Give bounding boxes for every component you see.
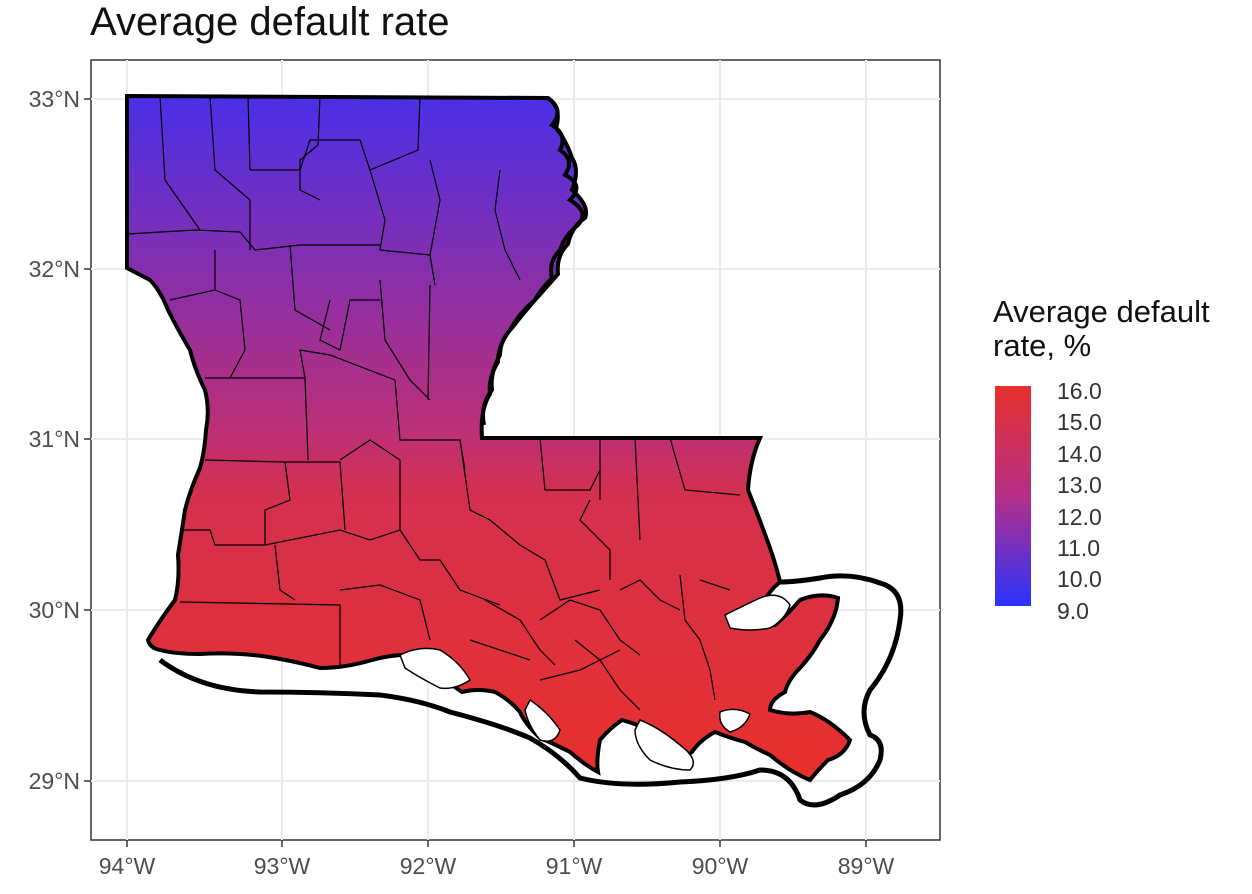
y-tick-label: 30°N (29, 597, 80, 623)
legend-title-line1: Average default (993, 294, 1210, 329)
y-tick-label: 32°N (29, 256, 80, 282)
parish-boundaries (126, 95, 741, 711)
legend-label: 14.0 (1057, 440, 1102, 467)
legend-label: 13.0 (1057, 472, 1102, 499)
x-tick-label: 94°W (99, 853, 156, 879)
legend-labels: 16.0 15.0 14.0 13.0 12.0 11.0 10.0 9.0 (1057, 376, 1102, 627)
x-tick-label: 92°W (400, 853, 457, 879)
coastal-bay-east (634, 719, 695, 771)
x-axis: 94°W 93°W 92°W 91°W 90°W 89°W (99, 840, 895, 879)
legend-label: 9.0 (1057, 597, 1089, 624)
legend-title-line2: rate, % (993, 328, 1092, 363)
legend-title: Average default rate, % (993, 295, 1248, 363)
map-title: Average default rate (90, 0, 450, 44)
barataria-bay (718, 708, 751, 733)
x-tick-label: 91°W (546, 853, 603, 879)
legend-color-bar (995, 386, 1031, 606)
y-tick-label: 29°N (29, 768, 80, 794)
legend-label: 12.0 (1057, 503, 1102, 530)
coastal-bay-west (399, 647, 471, 690)
coast-outline (158, 573, 904, 808)
river-mississippi (481, 96, 585, 426)
y-tick-label: 31°N (29, 426, 80, 452)
legend-label: 11.0 (1057, 535, 1101, 562)
x-tick-label: 90°W (692, 853, 749, 879)
x-tick-label: 89°W (838, 853, 895, 879)
y-tick-label: 33°N (29, 86, 80, 112)
coastal-bay-central (524, 698, 561, 742)
legend-label: 10.0 (1057, 566, 1102, 593)
legend-label: 16.0 (1057, 378, 1102, 404)
legend-label: 15.0 (1057, 409, 1102, 436)
x-tick-label: 93°W (254, 853, 311, 879)
y-axis: 33°N 32°N 31°N 30°N 29°N (29, 86, 91, 794)
lake-pontchartrain (724, 594, 791, 631)
